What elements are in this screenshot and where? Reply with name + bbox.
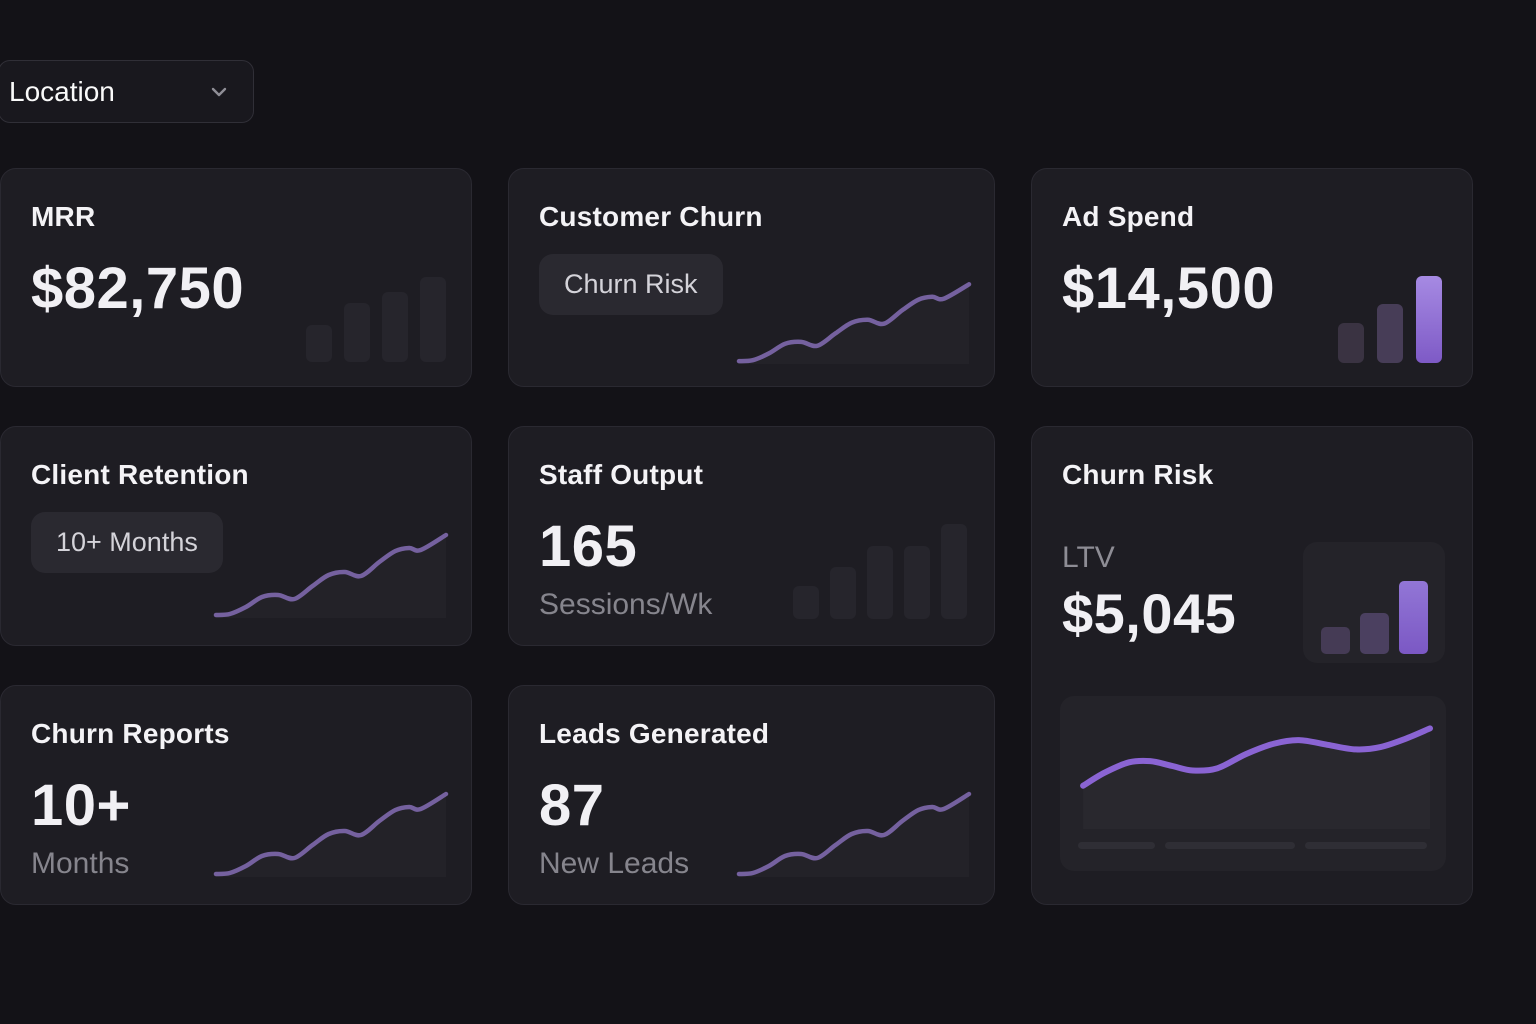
- bar: [1338, 323, 1364, 363]
- customer-churn-sparkline: [739, 268, 969, 364]
- card-title: Customer Churn: [539, 201, 964, 233]
- bar: [420, 277, 446, 362]
- card-leads-generated: Leads Generated 87 New Leads: [508, 685, 995, 905]
- ad-spend-bar-chart: [1338, 276, 1442, 363]
- card-ad-spend: Ad Spend $14,500: [1031, 168, 1473, 387]
- card-title: MRR: [31, 201, 441, 233]
- location-dropdown[interactable]: Location: [0, 60, 254, 123]
- axis-placeholder-dash: [1078, 842, 1155, 849]
- client-retention-sparkline: [216, 518, 446, 618]
- bar: [306, 325, 332, 362]
- card-title: Churn Risk: [1062, 459, 1442, 491]
- card-title: Staff Output: [539, 459, 964, 491]
- bar: [1377, 304, 1403, 363]
- churn-risk-bar-chart: [1321, 581, 1428, 654]
- axis-placeholder-dash: [1305, 842, 1427, 849]
- mrr-bar-chart: [306, 277, 446, 362]
- axis-label-placeholders: [1078, 842, 1427, 849]
- churn-risk-badge: Churn Risk: [539, 254, 723, 315]
- bar: [344, 303, 370, 362]
- card-title: Client Retention: [31, 459, 441, 491]
- card-client-retention: Client Retention 10+ Months: [0, 426, 472, 646]
- location-dropdown-label: Location: [9, 76, 115, 108]
- bar: [793, 586, 819, 619]
- axis-placeholder-dash: [1165, 842, 1295, 849]
- card-title: Leads Generated: [539, 718, 964, 750]
- card-churn-reports: Churn Reports 10+ Months: [0, 685, 472, 905]
- staff-output-bar-chart: [793, 524, 967, 619]
- churn-risk-bar-panel: [1303, 542, 1445, 663]
- bar: [867, 546, 893, 619]
- bar: [941, 524, 967, 619]
- bar: [904, 546, 930, 619]
- churn-risk-trend-chart: [1076, 712, 1430, 829]
- bar: [1399, 581, 1428, 654]
- card-title: Churn Reports: [31, 718, 441, 750]
- bar: [1360, 613, 1389, 654]
- card-title: Ad Spend: [1062, 201, 1442, 233]
- retention-badge: 10+ Months: [31, 512, 223, 573]
- churn-risk-trend-panel: [1060, 696, 1446, 871]
- kpi-grid: MRR $82,750 Customer Churn Churn Risk Ad…: [0, 168, 1473, 905]
- churn-reports-sparkline: [216, 777, 446, 877]
- bar: [1416, 276, 1442, 363]
- leads-sparkline: [739, 777, 969, 877]
- bar: [830, 567, 856, 619]
- bar: [1321, 627, 1350, 654]
- card-churn-risk: Churn Risk LTV $5,045: [1031, 426, 1473, 905]
- chevron-down-icon: [205, 78, 233, 106]
- card-staff-output: Staff Output 165 Sessions/Wk: [508, 426, 995, 646]
- card-customer-churn: Customer Churn Churn Risk: [508, 168, 995, 387]
- bar: [382, 292, 408, 362]
- card-mrr: MRR $82,750: [0, 168, 472, 387]
